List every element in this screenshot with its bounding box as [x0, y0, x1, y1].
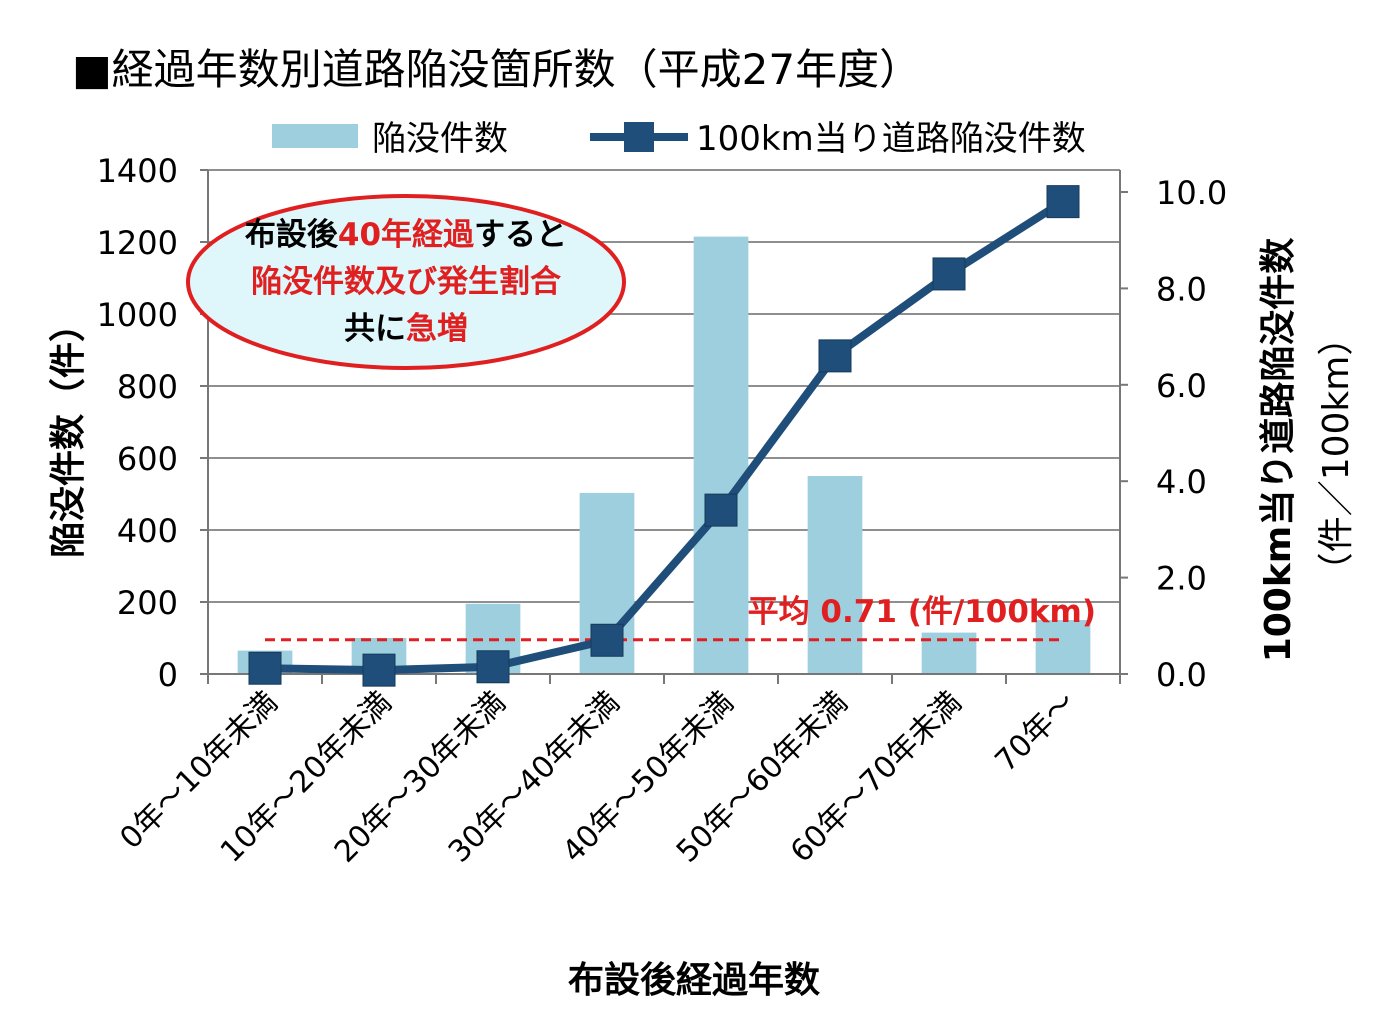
bar	[1035, 620, 1091, 674]
right-axis-tick-label: 4.0	[1156, 463, 1207, 501]
callout: 布設後40年経過すると 陥没件数及び発生割合 共に急増	[186, 194, 626, 370]
right-axis-tick-label: 8.0	[1156, 270, 1207, 308]
callout-line1: 布設後40年経過すると	[245, 217, 567, 253]
right-axis-tick-label: 0.0	[1156, 656, 1207, 694]
x-axis-title: 布設後経過年数	[568, 960, 820, 1001]
y2-axis-title-line1: 100km当り道路陥没件数	[1258, 238, 1299, 663]
line-point	[818, 339, 852, 373]
left-axis-tick-label: 1400	[97, 152, 178, 190]
bar	[693, 236, 749, 674]
right-axis-tick-label: 2.0	[1156, 560, 1207, 598]
left-axis-tick-label: 400	[117, 512, 178, 550]
left-axis-tick-label: 1000	[97, 296, 178, 334]
callout-line1-a: 布設後	[245, 217, 339, 253]
left-axis-tick-label: 800	[117, 368, 178, 406]
x-axis-tick-label: 70年～	[988, 685, 1082, 779]
line-point	[704, 493, 738, 527]
chart-title: ■経過年数別道路陥没箇所数（平成27年度）	[72, 45, 921, 94]
line-point	[476, 650, 510, 684]
right-axis-ticks: 0.0 2.0 4.0 6.0 8.0 10.0	[1156, 174, 1227, 694]
legend-bar-swatch	[272, 124, 358, 148]
legend-bar-label: 陥没件数	[372, 119, 508, 159]
left-axis-tick-label: 200	[117, 584, 178, 622]
bar	[807, 476, 863, 674]
callout-line1-b: 40年経過	[338, 217, 475, 253]
average-label: 平均 0.71 (件/100km)	[748, 594, 1096, 630]
right-axis-tick-label: 10.0	[1156, 174, 1227, 212]
callout-line3: 共に急増	[344, 311, 468, 347]
average-line-group: 平均 0.71 (件/100km)	[265, 594, 1096, 642]
line-point	[248, 651, 282, 685]
callout-line3-b: 急増	[406, 311, 468, 347]
y2-axis-title-line2: （件／100km）	[1316, 320, 1357, 589]
x-axis-ticks: 0年～10年未満10年～20年未満20年～30年未満30年～40年未満40年～5…	[113, 685, 1082, 870]
legend-line-marker	[624, 122, 654, 152]
legend: 陥没件数 100km当り道路陥没件数	[272, 119, 1086, 159]
line-point	[932, 257, 966, 291]
line-point	[590, 623, 624, 657]
right-axis-tick-label: 6.0	[1156, 367, 1207, 405]
left-axis-tick-label: 600	[117, 440, 178, 478]
legend-line-label: 100km当り道路陥没件数	[696, 119, 1086, 159]
callout-line1-c: すると	[474, 217, 567, 253]
callout-line3-a: 共に	[344, 311, 406, 347]
series-line	[264, 198, 1066, 675]
line-series	[248, 185, 1080, 687]
line-point	[1046, 185, 1080, 219]
left-axis-tick-label: 1200	[97, 224, 178, 262]
left-axis-ticks: 0 200 400 600 800 1000 1200 1400	[97, 152, 178, 694]
callout-ellipse	[186, 194, 626, 370]
callout-line2: 陥没件数及び発生割合	[251, 264, 561, 300]
y-axis-title: 陥没件数（件）	[48, 306, 89, 558]
left-axis-tick-label: 0	[158, 656, 178, 694]
line-point	[362, 653, 396, 687]
